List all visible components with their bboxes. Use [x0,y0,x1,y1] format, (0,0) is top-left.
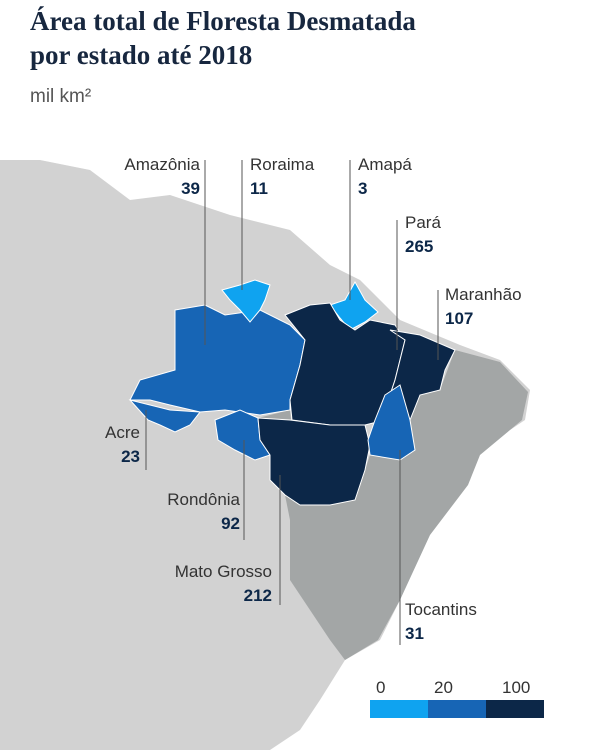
state-name: Maranhão [445,285,522,304]
legend-label: 100 [502,678,530,697]
legend-label: 20 [434,678,453,697]
state [257,417,371,506]
state-value: 23 [121,447,140,466]
state-value: 39 [181,179,200,198]
state-value: 31 [405,624,424,643]
legend-label: 0 [376,678,385,697]
state [221,279,271,323]
map-subtitle: mil km² [30,86,92,107]
legend-swatch [370,700,428,718]
map-title: Área total de Floresta Desmatada por est… [30,6,416,70]
state-name: Pará [405,213,441,232]
state-value: 3 [358,179,367,198]
state-name: Rondônia [167,490,240,509]
legend-swatch [486,700,544,718]
state-name: Amapá [358,155,412,174]
brazil-rest [258,350,528,660]
state-name: Roraima [250,155,315,174]
legend-swatch [428,700,486,718]
state-value: 107 [445,309,473,328]
state-value: 212 [244,586,272,605]
state-name: Acre [105,423,140,442]
state-name: Mato Grosso [175,562,272,581]
state-name: Tocantins [405,600,477,619]
state [128,399,201,433]
state-value: 92 [221,514,240,533]
state-value: 265 [405,237,433,256]
state-value: 11 [250,179,268,198]
state-name: Amazônia [124,155,200,174]
